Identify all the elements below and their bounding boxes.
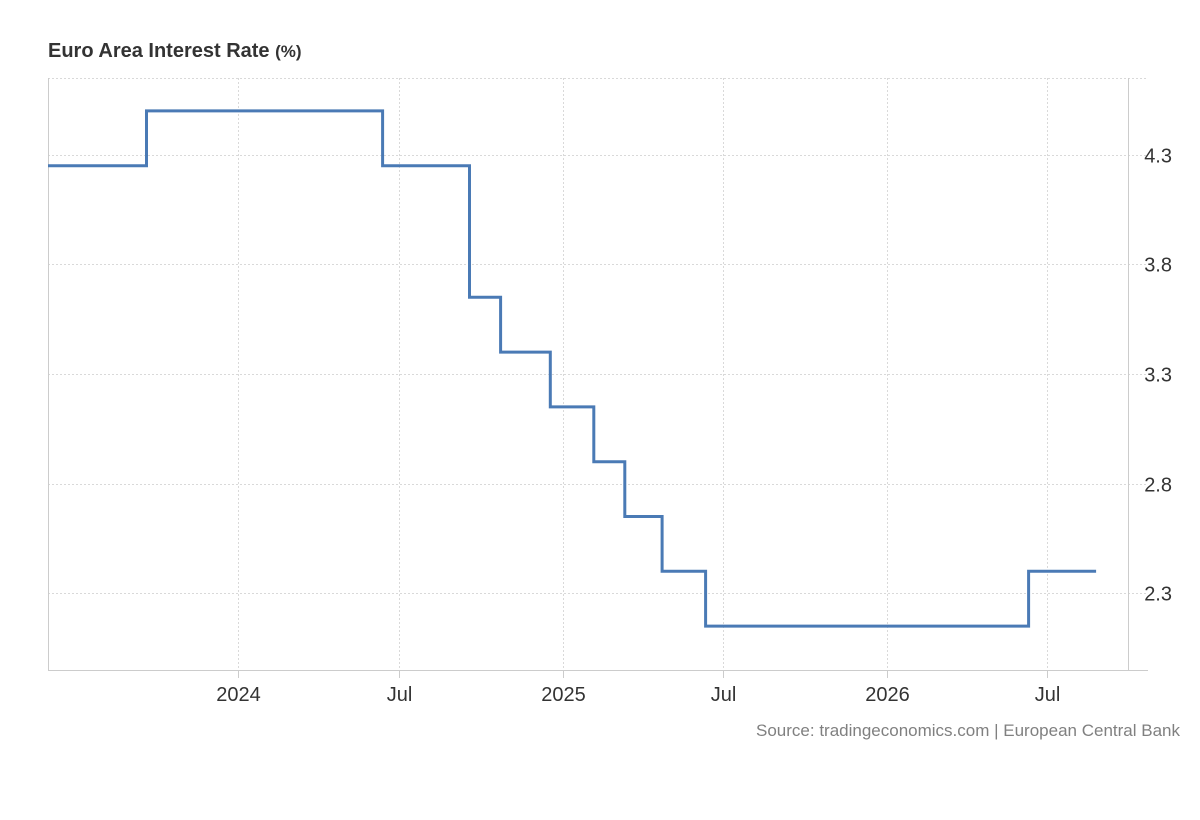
source-note: Source: tradingeconomics.com | European … (756, 721, 1180, 740)
x-tick-layer: 2024 Jul 2025 Jul 2026 Jul (216, 684, 1060, 706)
x-tick-label: Jul (711, 684, 737, 706)
chart-title-text: Euro Area Interest Rate (48, 40, 270, 62)
chart-title: Euro Area Interest Rate (%) (48, 40, 302, 63)
rate-series-line (48, 109, 1097, 628)
y-tick-label: 4.3 (1144, 146, 1172, 168)
axis-layer (48, 78, 1148, 678)
chart-title-unit: (%) (275, 42, 302, 61)
y-tick-layer: 2.3 2.8 3.3 3.8 4.3 (1144, 146, 1172, 606)
x-tick-label: 2024 (216, 684, 261, 706)
series-layer (48, 109, 1097, 628)
y-tick-label: 3.8 (1144, 255, 1172, 277)
x-tick-label: 2025 (541, 684, 586, 706)
y-tick-label: 3.3 (1144, 365, 1172, 387)
x-tick-label: 2026 (865, 684, 910, 706)
x-tick-label: Jul (1035, 684, 1061, 706)
y-tick-label: 2.8 (1144, 475, 1172, 497)
x-tick-label: Jul (387, 684, 413, 706)
y-tick-label: 2.3 (1144, 584, 1172, 606)
grid-layer (48, 78, 1148, 670)
